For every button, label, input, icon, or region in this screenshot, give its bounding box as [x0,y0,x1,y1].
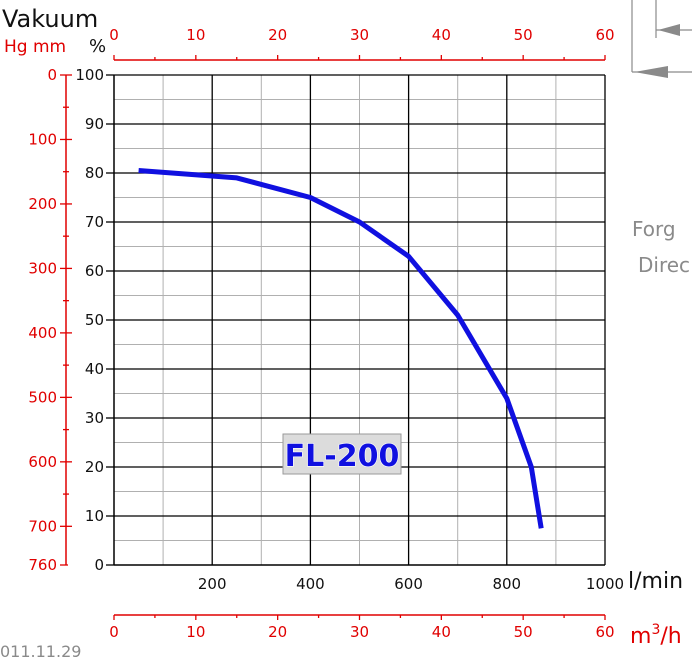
y-tick-label: 40 [85,360,104,378]
bottom-scale-label: 20 [268,623,287,641]
bottom-scale-label: 60 [595,623,614,641]
top-scale-label: 60 [595,26,614,44]
top-scale-label: 50 [514,26,533,44]
m3h-unit-m: m [630,624,651,649]
series-label-box: FL-200 [282,433,402,475]
hg-tick-label: 300 [28,259,57,277]
hg-tick-label: 760 [28,556,57,574]
grid [114,74,606,565]
y-tick-label: 30 [85,409,104,427]
chart-title: Vakuum [2,5,98,33]
dimension-arrows-icon [631,0,692,78]
axes [60,55,606,620]
y-tick-label: 10 [85,507,104,525]
m3h-unit-label: m3/h [630,622,682,649]
x-tick-label: 800 [492,575,521,593]
date-text: 011.11.29 [0,642,81,657]
x-tick-label: 1000 [586,575,624,593]
series-label: FL-200 [285,439,400,474]
bottom-scale-label: 50 [514,623,533,641]
side-text-line1: Forg [632,217,676,241]
hg-tick-label: 200 [28,195,57,213]
series-curve-layer [138,168,544,529]
y-tick-label: 90 [85,115,104,133]
lmin-unit-label: l/min [628,569,683,594]
hg-unit-label: Hg mm [4,37,66,57]
hg-tick-label: 600 [28,453,57,471]
side-text-line2: Direc [638,253,690,277]
bottom-scale-label: 30 [350,623,369,641]
y-tick-label: 100 [75,66,104,84]
hg-tick-label: 500 [28,388,57,406]
hg-tick-label: 400 [28,324,57,342]
hg-tick-label: 100 [28,130,57,148]
bottom-scale-label: 40 [432,623,451,641]
y-tick-label: 80 [85,164,104,182]
bottom-scale-label: 10 [186,623,205,641]
top-scale-label: 40 [432,26,451,44]
top-scale-label: 0 [109,26,119,44]
m3h-unit-superscript: 3 [651,622,660,638]
top-scale-label: 10 [186,26,205,44]
x-tick-label: 400 [296,575,325,593]
top-scale-label: 20 [268,26,287,44]
x-tick-label: 200 [198,575,227,593]
hg-tick-label: 700 [28,517,57,535]
top-scale-label: 30 [350,26,369,44]
series-line [138,168,544,529]
y-tick-label: 20 [85,458,104,476]
x-tick-label: 600 [394,575,423,593]
y-tick-label: 60 [85,262,104,280]
m3h-unit-suffix: /h [660,624,681,649]
y-tick-label: 0 [94,556,104,574]
bottom-scale-label: 0 [109,623,119,641]
percent-unit-label: % [89,36,106,57]
hg-tick-label: 0 [47,66,57,84]
y-tick-label: 70 [85,213,104,231]
y-tick-label: 50 [85,311,104,329]
